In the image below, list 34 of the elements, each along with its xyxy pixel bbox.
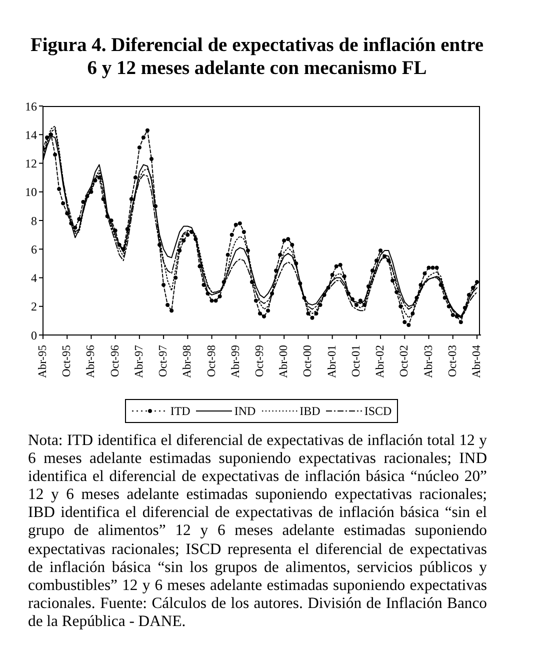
x-tick-label: Abr-95 bbox=[37, 344, 49, 378]
chart-title: Figura 4. Diferencial de expectativas de inflación entre 6 y 12 meses adelante con mecanismo FL bbox=[29, 34, 485, 80]
x-tick-label: Abr-97 bbox=[133, 344, 146, 378]
x-tick-label: Oct-98 bbox=[206, 344, 218, 377]
text: Nota: ITD identifica el diferencial de expectativas de inflación total 12 y 6 meses adelante estimadas suponiendo expectativas racionales; IND identifica el diferencial de expectativas de inflación básica “núcleo 20” 12 y 6 meses adelante estimadas suponiendo expectativas racionales; IBD identifica el diferencial de expectativas de inflación básica “sin el grupo de alimentos” 12 y 6 meses adelante estimadas suponiendo expectativas racionales; ISCD representa el diferencial de expectativas de inflación básica “sin los grupos de alimentos, servicios públicos y combustibles” 12 y 6 meses adelante estimadas suponiendo expectativas racionales. Fuente: Cálculos de los autores. División de Inflación Banco de la República - DANE. bbox=[28, 432, 487, 630]
x-tick-label: Oct-97 bbox=[158, 344, 170, 377]
x-tick-label: Abr-01 bbox=[326, 344, 338, 378]
y-tick-label: 14 bbox=[25, 128, 37, 142]
x-tick-label: Oct-02 bbox=[398, 344, 411, 377]
y-tick-label: 4 bbox=[31, 271, 37, 286]
x-tick-label: Abr-04 bbox=[470, 344, 483, 378]
legend-label: ISCD bbox=[364, 403, 392, 419]
x-tick-label: Abr-00 bbox=[278, 344, 290, 378]
x-tick-label: Abr-03 bbox=[422, 344, 435, 378]
y-tick-label: 16 bbox=[25, 99, 37, 114]
x-tick-label: Oct-99 bbox=[254, 344, 266, 377]
x-tick-label: Oct-95 bbox=[61, 344, 74, 377]
legend-label: IBD bbox=[300, 403, 320, 419]
y-tick-label: 6 bbox=[31, 242, 37, 256]
legend-label: ITD bbox=[170, 403, 190, 419]
x-tick-label: Abr-98 bbox=[182, 344, 194, 378]
legend-label: IND bbox=[234, 403, 256, 419]
y-tick-label: 0 bbox=[31, 328, 37, 342]
x-tick-label: Oct-96 bbox=[109, 344, 122, 377]
x-tick-label: Abr-96 bbox=[85, 344, 98, 378]
y-tick-label: 10 bbox=[25, 185, 37, 200]
y-tick-label: 2 bbox=[31, 300, 37, 314]
y-tick-label: 12 bbox=[25, 156, 37, 171]
x-tick-label: Abr-99 bbox=[230, 344, 242, 378]
x-tick-label: Oct-00 bbox=[302, 344, 314, 377]
y-tick-label: 8 bbox=[31, 214, 37, 228]
x-tick-label: Oct-03 bbox=[446, 344, 459, 377]
x-tick-label: Abr-02 bbox=[374, 344, 387, 378]
x-tick-label: Oct-01 bbox=[350, 344, 362, 377]
